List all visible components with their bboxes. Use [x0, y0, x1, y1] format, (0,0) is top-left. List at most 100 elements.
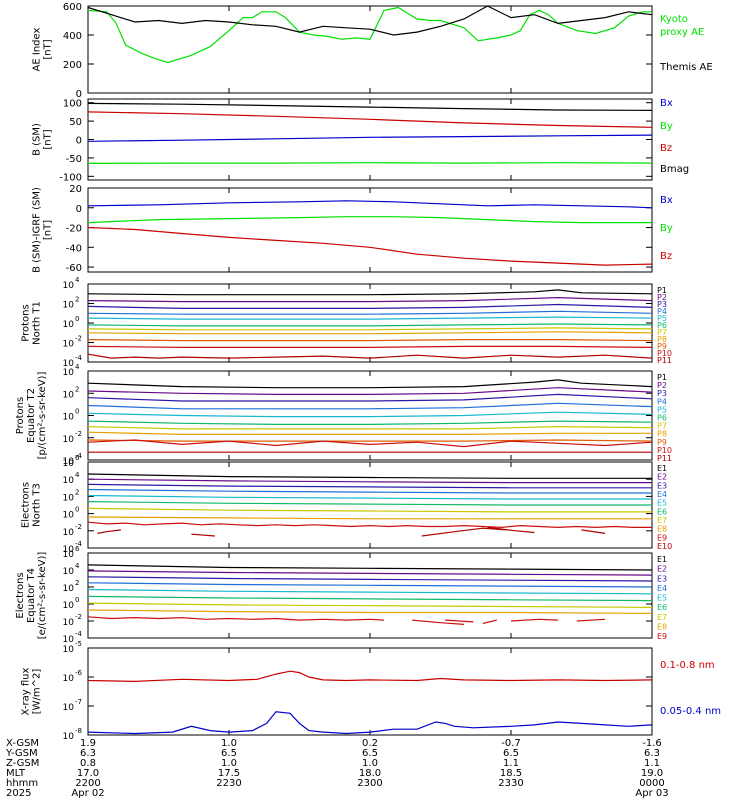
- series-line-p9: [87, 339, 653, 342]
- legend-entry: E3: [657, 574, 667, 583]
- x-tick-label: 18.0: [359, 768, 381, 779]
- y-tick-label: 10: [63, 584, 75, 594]
- legend-entry: E10: [657, 542, 672, 551]
- series-line-p1: [87, 379, 653, 389]
- x-tick-label: -1.6: [642, 738, 662, 749]
- x-tick-label: 17.5: [218, 768, 240, 779]
- legend-entry: P1: [657, 373, 667, 382]
- legend-entry: P4: [657, 397, 667, 406]
- y-tick-label: 10: [63, 550, 75, 560]
- y-tick-exponent: 4: [75, 471, 80, 479]
- x-tick-label: 18.5: [500, 768, 522, 779]
- y-tick-label: 10: [63, 457, 75, 467]
- legend-entry: P3: [657, 389, 667, 398]
- legend-entry: P7: [657, 422, 667, 431]
- y-tick-label: -40: [66, 243, 82, 254]
- series-line-e8: [87, 516, 652, 520]
- series-line-bz: [87, 226, 653, 266]
- y-axis-label: Protons: [15, 397, 26, 434]
- legend-entry: P2: [657, 293, 667, 302]
- panel-bsm: -100 -50 0 50 100 B (SM) [nT] Bx By Bz Bmag: [32, 98, 690, 183]
- y-tick-label: -20: [66, 224, 82, 235]
- y-axis-label: [W/m^2]: [32, 669, 43, 715]
- y-tick-label: 10: [63, 435, 75, 445]
- legend-entry: P2: [657, 381, 667, 390]
- panel-frame: [87, 283, 653, 363]
- y-tick-label: 400: [63, 31, 82, 42]
- legend-entry: P7: [657, 328, 667, 337]
- y-tick-exponent: 0: [75, 408, 79, 416]
- series-line-e10: [421, 527, 507, 537]
- y-tick-exponent: -2: [75, 430, 82, 438]
- series-line-e9: [87, 521, 652, 529]
- y-tick-label: -100: [59, 172, 82, 183]
- y-tick-exponent: 4: [75, 276, 80, 284]
- x-axis-row-label: Z-GSM: [6, 758, 39, 769]
- series-line-p2: [87, 387, 653, 395]
- legend-entry: Kyoto: [660, 14, 688, 25]
- x-tick-label: 1.1: [503, 758, 519, 769]
- legend-entry: 0.05-0.4 nm: [660, 706, 721, 717]
- series-line-by: [87, 162, 653, 164]
- series-line-e10: [581, 529, 606, 534]
- y-axis-label: X-ray flux: [21, 667, 32, 715]
- x-tick-label: 6.3: [80, 748, 96, 759]
- x-tick-label: 0000: [639, 778, 664, 789]
- series-line-e4: [87, 488, 652, 494]
- legend-entry: P6: [657, 414, 667, 423]
- panel-frame: [87, 5, 653, 94]
- y-tick-label: 0: [76, 204, 82, 215]
- series-line-e6: [87, 501, 652, 506]
- legend-entry: By: [660, 121, 673, 132]
- y-tick-label: 10: [63, 359, 75, 369]
- y-axis-label: [nT]: [43, 129, 54, 149]
- y-tick-label: 10: [63, 281, 75, 291]
- series-line-p3: [87, 303, 653, 309]
- y-tick-exponent: -8: [75, 727, 82, 735]
- legend-entry: P8: [657, 335, 667, 344]
- x-tick-label: 1.0: [221, 738, 237, 749]
- y-tick-label: 10: [63, 545, 75, 555]
- legend-entry: E2: [657, 565, 667, 574]
- series-line-e10: [97, 529, 121, 534]
- y-axis-label: B (SM): [32, 123, 43, 156]
- series-line-themis-ae: [87, 5, 653, 36]
- series-line-p2: [87, 296, 653, 303]
- legend-entry: E4: [657, 490, 667, 499]
- series-line-e3: [87, 576, 653, 582]
- series-line-p4: [87, 310, 653, 315]
- legend-entry: proxy AE: [660, 27, 704, 38]
- y-tick-exponent: 2: [75, 296, 79, 304]
- y-tick-label: 10: [63, 618, 75, 628]
- y-tick-label: 20: [69, 184, 82, 195]
- series-line-by: [87, 216, 652, 224]
- x-tick-label: 2330: [498, 778, 523, 789]
- legend-entry: P3: [657, 300, 667, 309]
- y-tick-exponent: 4: [75, 363, 80, 371]
- series-line-p10: [87, 439, 653, 448]
- panel-ae: 0 200 400 600 AE Index [nT] Kyoto proxy AE Themi…: [32, 2, 713, 100]
- y-tick-exponent: 0: [75, 315, 79, 323]
- legend-entry: E5: [657, 594, 667, 603]
- series-line-p11: [87, 353, 653, 359]
- legend-entry: P8: [657, 430, 667, 439]
- y-tick-exponent: 6: [75, 454, 80, 462]
- y-tick-label: 10: [63, 413, 75, 423]
- y-tick-exponent: -2: [75, 335, 82, 343]
- y-tick-label: 10: [63, 390, 75, 400]
- x-tick-label: 2230: [216, 778, 241, 789]
- series-line-p5: [87, 316, 653, 320]
- series-line-e4: [87, 582, 653, 588]
- legend-entry: E7: [657, 516, 667, 525]
- series-line-p1: [87, 289, 653, 296]
- y-tick-label: 10: [63, 511, 75, 521]
- y-tick-exponent: -4: [75, 452, 83, 460]
- series-line-e5: [87, 588, 653, 595]
- legend-entry: P5: [657, 314, 667, 323]
- x-axis-row-label: Y-GSM: [5, 748, 38, 759]
- series-line-p7: [87, 425, 653, 430]
- y-axis-label: [p/(cm²-s-sr-keV)]: [37, 372, 48, 460]
